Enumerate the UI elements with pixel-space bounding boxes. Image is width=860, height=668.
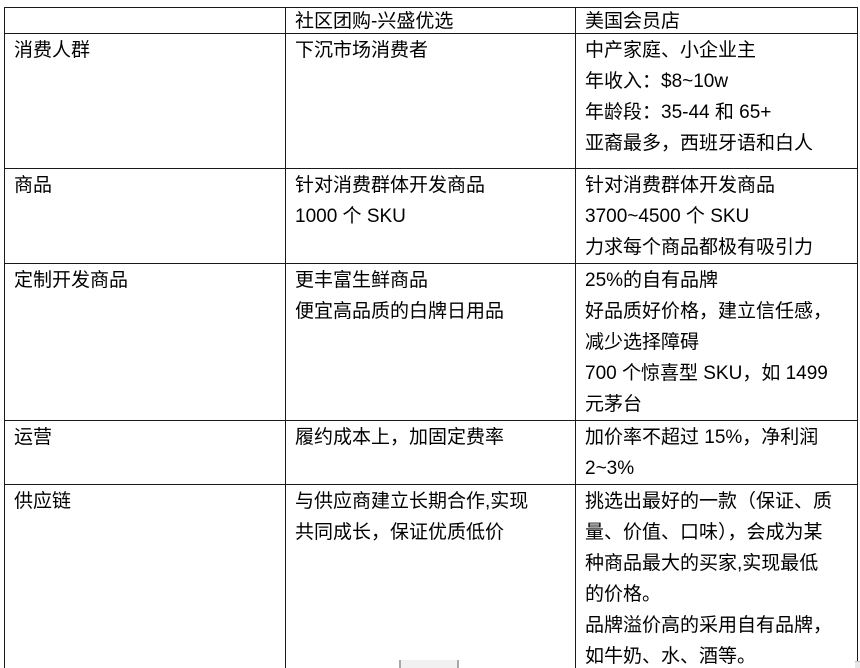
row-label-cell: 运营 [4,420,286,485]
table-row-products: 商品 针对消费群体开发商品 1000 个 SKU 针对消费群体开发商品 3700… [4,168,858,264]
column-header-xingsheng: 社区团购-兴盛优选 [285,7,576,34]
row-label-cell: 供应链 [4,484,286,668]
us-club-cell: 针对消费群体开发商品 3700~4500 个 SKU 力求每个商品都极有吸引力 [575,168,858,264]
xingsheng-cell: 履约成本上，加固定费率 [285,420,576,485]
xingsheng-cell: 更丰富生鲜商品 便宜高品质的白牌日用品 [285,263,576,421]
table-row-supply-chain: 供应链 与供应商建立长期合作,实现 共同成长，保证优质低价 挑选出最好的一款（保… [4,484,858,668]
scrollbar-corner-fragment [855,661,860,668]
row-label-cell: 商品 [4,168,286,264]
corner-header-cell [4,7,286,34]
table-row-consumers: 消费人群 下沉市场消费者 中产家庭、小企业主 年收入：$8~10w 年龄段：35… [4,33,858,169]
table-row-custom-products: 定制开发商品 更丰富生鲜商品 便宜高品质的白牌日用品 25%的自有品牌 好品质好… [4,263,858,421]
table-header-row: 社区团购-兴盛优选 美国会员店 [4,7,858,34]
us-club-cell: 25%的自有品牌 好品质好价格，建立信任感， 减少选择障碍 700 个惊喜型 S… [575,263,858,421]
column-header-us-club: 美国会员店 [575,7,858,34]
xingsheng-cell: 针对消费群体开发商品 1000 个 SKU [285,168,576,264]
us-club-cell: 加价率不超过 15%，净利润 2~3% [575,420,858,485]
row-label-cell: 定制开发商品 [4,263,286,421]
xingsheng-cell: 下沉市场消费者 [285,33,576,169]
horizontal-scrollbar-thumb[interactable] [399,660,459,668]
comparison-table: 社区团购-兴盛优选 美国会员店 消费人群 下沉市场消费者 中产家庭、小企业主 年… [4,7,858,668]
us-club-cell: 挑选出最好的一款（保证、质 量、价值、口味），会成为某 种商品最大的买家,实现最… [575,484,858,668]
row-label-cell: 消费人群 [4,33,286,169]
us-club-cell: 中产家庭、小企业主 年收入：$8~10w 年龄段：35-44 和 65+ 亚裔最… [575,33,858,169]
table-row-operations: 运营 履约成本上，加固定费率 加价率不超过 15%，净利润 2~3% [4,420,858,485]
xingsheng-cell: 与供应商建立长期合作,实现 共同成长，保证优质低价 [285,484,576,668]
